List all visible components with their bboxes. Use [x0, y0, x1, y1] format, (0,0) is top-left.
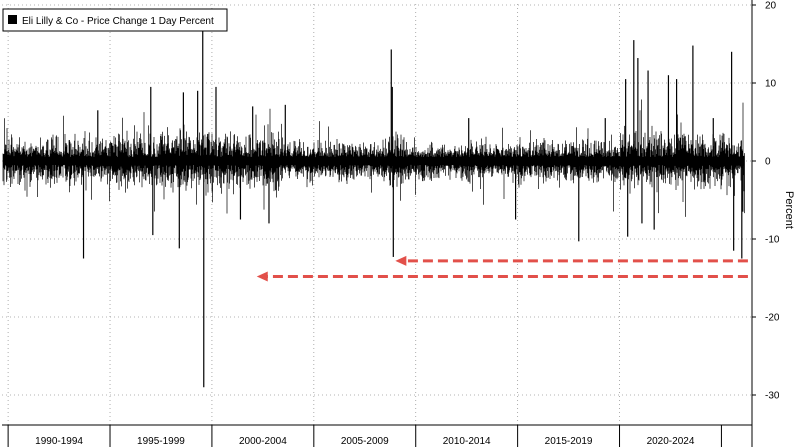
x-period-label: 1995-1999 — [137, 436, 185, 447]
y-tick-label: -10 — [765, 235, 780, 246]
x-period-label: 2020-2024 — [647, 436, 695, 447]
legend-swatch — [8, 15, 17, 24]
dashed-arrow-head — [256, 271, 268, 282]
gridlines — [2, 4, 752, 425]
y-tick-label: 20 — [765, 1, 777, 12]
y-tick-label: 10 — [765, 79, 777, 90]
y-tick-label: 0 — [765, 157, 771, 168]
x-period-label: 1990-1994 — [35, 436, 83, 447]
y-tick-label: -20 — [765, 313, 780, 324]
daily-change-bars — [2, 12, 745, 388]
legend: Eli Lilly & Co - Price Change 1 Day Perc… — [2, 8, 228, 32]
x-period-label: 2015-2019 — [545, 436, 593, 447]
dashed-arrow-head — [395, 255, 407, 266]
annotation-arrows — [256, 255, 748, 282]
legend-box — [2, 8, 228, 32]
x-period-label: 2000-2004 — [239, 436, 287, 447]
x-period-label: 2010-2014 — [443, 436, 491, 447]
daily-change-noise — [2, 99, 745, 217]
y-tick-label: -30 — [765, 391, 780, 402]
x-period-label: 2005-2009 — [341, 436, 389, 447]
legend-label: Eli Lilly & Co - Price Change 1 Day Perc… — [22, 16, 214, 27]
y-axis-title: Percent — [783, 191, 795, 229]
axes: 20 10 0 -10 -20 -30 1990-1994 1995-1999 2000-200… — [2, 0, 780, 447]
